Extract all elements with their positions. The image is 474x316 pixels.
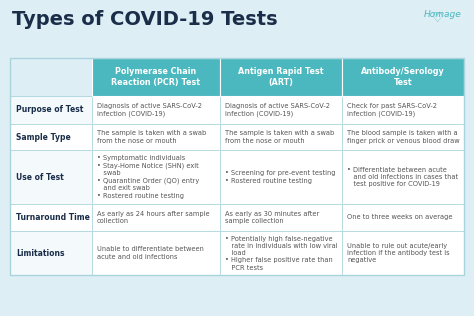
Text: Polymerase Chain
Reaction (PCR) Test: Polymerase Chain Reaction (PCR) Test xyxy=(111,67,201,87)
Text: One to three weeks on average: One to three weeks on average xyxy=(347,215,453,221)
Bar xyxy=(10,204,92,231)
Bar xyxy=(10,96,92,124)
Bar xyxy=(92,150,220,204)
Bar xyxy=(92,231,220,275)
Bar xyxy=(10,231,92,275)
Bar xyxy=(342,150,464,204)
Bar xyxy=(342,58,464,96)
Bar xyxy=(92,124,220,150)
Text: Purpose of Test: Purpose of Test xyxy=(16,106,83,114)
Bar xyxy=(220,124,342,150)
Text: Limitations: Limitations xyxy=(16,248,64,258)
Bar xyxy=(342,204,464,231)
Text: The sample is taken with a swab
from the nose or mouth: The sample is taken with a swab from the… xyxy=(97,131,206,144)
Bar xyxy=(220,96,342,124)
Text: Sample Type: Sample Type xyxy=(16,132,71,142)
Text: • Potentially high false-negative
   rate in individuals with low viral
   load
: • Potentially high false-negative rate i… xyxy=(225,235,337,270)
Text: Diagnosis of active SARS-CoV-2
infection (COVID-19): Diagnosis of active SARS-CoV-2 infection… xyxy=(225,103,330,117)
Bar xyxy=(10,58,92,96)
Text: Homage: Homage xyxy=(424,10,462,19)
Text: The blood sample is taken with a
finger prick or venous blood draw: The blood sample is taken with a finger … xyxy=(347,131,460,144)
Text: Use of Test: Use of Test xyxy=(16,173,64,181)
Text: Unable to differentiate between
acute and old infections: Unable to differentiate between acute an… xyxy=(97,246,204,260)
Text: ♡: ♡ xyxy=(432,12,443,25)
Bar xyxy=(342,96,464,124)
Text: • Symptomatic individuals
• Stay-Home Notice (SHN) exit
   swab
• Quarantine Ord: • Symptomatic individuals • Stay-Home No… xyxy=(97,155,199,199)
Bar xyxy=(220,58,342,96)
Text: • Screening for pre-event testing
• Rostered routine testing: • Screening for pre-event testing • Rost… xyxy=(225,170,336,184)
Text: As early as 24 hours after sample
collection: As early as 24 hours after sample collec… xyxy=(97,211,210,224)
Bar xyxy=(342,231,464,275)
Text: As early as 30 minutes after
sample collection: As early as 30 minutes after sample coll… xyxy=(225,211,319,224)
Bar xyxy=(10,150,92,204)
Text: Types of COVID-19 Tests: Types of COVID-19 Tests xyxy=(12,10,278,29)
Text: Check for past SARS-CoV-2
infection (COVID-19): Check for past SARS-CoV-2 infection (COV… xyxy=(347,103,437,117)
Text: Turnaround Time: Turnaround Time xyxy=(16,213,90,222)
Text: Antibody/Serology
Test: Antibody/Serology Test xyxy=(361,67,445,87)
Bar xyxy=(342,124,464,150)
Bar xyxy=(220,150,342,204)
Bar xyxy=(92,204,220,231)
Bar xyxy=(10,124,92,150)
Text: Diagnosis of active SARS-CoV-2
infection (COVID-19): Diagnosis of active SARS-CoV-2 infection… xyxy=(97,103,202,117)
Bar xyxy=(220,231,342,275)
Text: The sample is taken with a swab
from the nose or mouth: The sample is taken with a swab from the… xyxy=(225,131,334,144)
Bar xyxy=(220,204,342,231)
Bar xyxy=(92,58,220,96)
Text: Antigen Rapid Test
(ART): Antigen Rapid Test (ART) xyxy=(238,67,324,87)
Bar xyxy=(92,96,220,124)
Text: Unable to rule out acute/early
infection if the antibody test is
negative: Unable to rule out acute/early infection… xyxy=(347,243,450,263)
Bar xyxy=(10,58,464,275)
Text: • Differentiate between acute
   and old infections in cases that
   test positi: • Differentiate between acute and old in… xyxy=(347,167,458,187)
